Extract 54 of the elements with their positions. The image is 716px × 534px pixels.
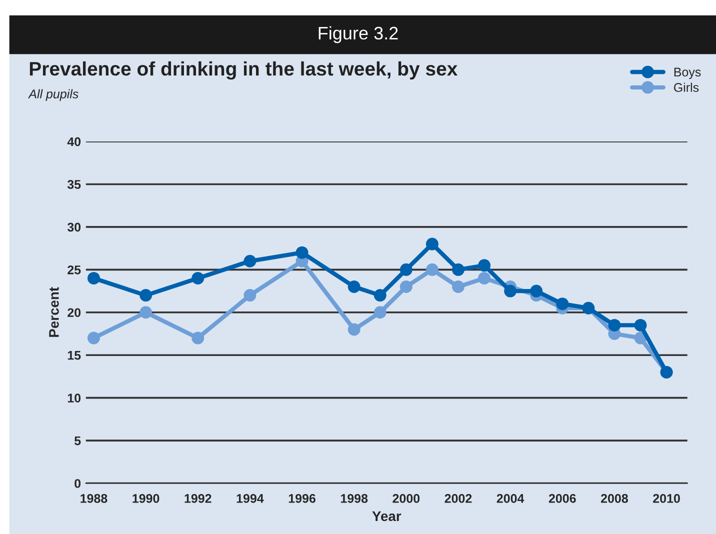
point: [504, 284, 517, 298]
point: [244, 289, 256, 302]
point: [634, 318, 647, 332]
x-tick-label: 2006: [548, 494, 576, 503]
point: [400, 263, 412, 276]
y-tick-label: 30: [67, 222, 81, 232]
point: [374, 306, 386, 319]
point: [296, 246, 308, 259]
x-tick-label: 1988: [80, 494, 108, 503]
point: [478, 272, 491, 284]
point: [556, 298, 569, 310]
x-tick-label: 2002: [444, 494, 472, 503]
y-tick-label: 40: [67, 137, 81, 146]
point: [530, 284, 543, 298]
y-tick-label: 5: [74, 436, 81, 446]
x-axis-title: Year: [372, 511, 402, 522]
point: [348, 280, 360, 294]
point: [426, 263, 438, 276]
y-tick-label: 10: [68, 394, 81, 402]
x-tick-label: 1998: [340, 494, 368, 503]
point: [192, 272, 204, 284]
legend-label: Boys: [674, 68, 701, 79]
x-tick-label: 2008: [600, 494, 628, 503]
point: [400, 280, 412, 294]
x-tick-label: 2004: [496, 494, 524, 503]
point: [192, 332, 204, 344]
point: [426, 238, 438, 250]
text: All pupils: [28, 89, 78, 101]
x-tick-label: 1992: [184, 494, 212, 503]
y-tick-label: 20: [68, 308, 81, 318]
x-tick-label: 1990: [132, 494, 160, 503]
y-tick-label: 25: [68, 265, 81, 274]
y-axis-title: Percent: [49, 287, 59, 337]
point: [87, 332, 100, 344]
x-tick-label: 2010: [653, 494, 680, 503]
point: [140, 306, 152, 319]
y-tick-label: 0: [74, 479, 81, 488]
point: [140, 289, 152, 302]
point: [374, 289, 386, 302]
x-tick-label: 1996: [288, 494, 316, 503]
point: [478, 259, 491, 272]
chart-title: Figure 3.2: [318, 26, 398, 44]
chart-subtitle: Prevalence of drinking in the last week, by sex: [30, 61, 458, 80]
point: [244, 254, 256, 268]
point: [87, 272, 100, 284]
legend-label: Girls: [674, 82, 699, 92]
y-tick-label: 15: [68, 351, 81, 360]
x-tick-label: 2000: [392, 494, 420, 503]
point: [348, 323, 360, 336]
point: [608, 318, 621, 332]
y-tick-label: 35: [67, 180, 81, 189]
point: [452, 280, 464, 294]
x-tick-label: 1994: [236, 494, 264, 503]
point: [452, 263, 464, 276]
